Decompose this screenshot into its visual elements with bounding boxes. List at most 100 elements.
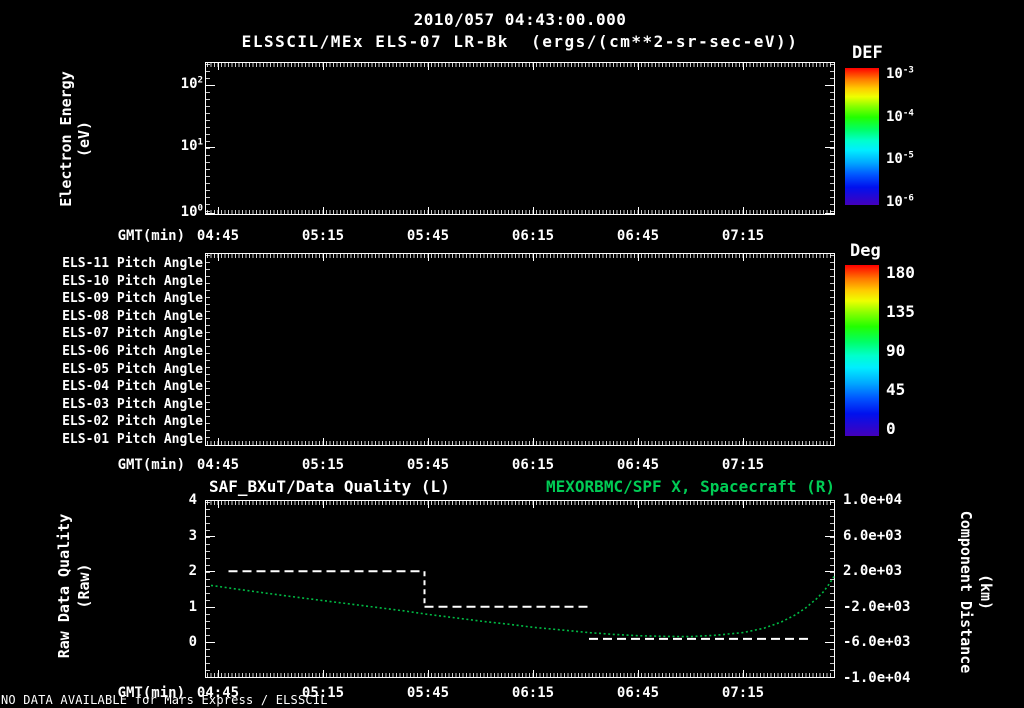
axis-major-tick: [638, 670, 639, 677]
distance-y-tick-label: -6.0e+03: [843, 634, 911, 651]
quality-y-tick-label: 4: [188, 492, 197, 508]
axis-major-tick: [428, 207, 429, 214]
pitch-angle-row-label: ELS-09 Pitch Angle: [62, 291, 203, 307]
pitch-angle-row-label: ELS-02 Pitch Angle: [62, 414, 203, 430]
axis-major-tick: [825, 85, 834, 86]
pitch-angle-row-label: ELS-08 Pitch Angle: [62, 308, 203, 324]
axis-major-tick: [533, 501, 534, 508]
raw-quality-units-label: (Raw): [75, 563, 93, 609]
axis-major-tick: [533, 254, 534, 261]
axis-major-tick: [825, 213, 834, 214]
component-distance-units-label: (km): [977, 573, 995, 611]
x-tick-label: 05:15: [301, 457, 345, 473]
deg-colorbar-tick-label: 0: [886, 419, 896, 438]
axis-major-tick: [428, 254, 429, 261]
gmt-axis-label-middle: GMT(min): [117, 457, 185, 473]
axis-major-tick: [428, 501, 429, 508]
axis-major-tick: [638, 207, 639, 214]
axis-major-tick: [218, 670, 219, 677]
axis-major-tick: [533, 207, 534, 214]
axis-major-tick: [825, 642, 834, 644]
minor-ticks-bottom: [207, 673, 833, 677]
axis-major-tick: [638, 63, 639, 70]
axis-major-tick: [825, 606, 834, 608]
axis-major-tick: [533, 670, 534, 677]
x-tick-label: 07:15: [721, 685, 765, 701]
minor-ticks-top: [207, 501, 833, 505]
x-tick-label: 06:45: [616, 228, 660, 244]
axis-major-tick: [323, 501, 324, 508]
axis-major-tick: [206, 642, 215, 644]
axis-major-tick: [206, 213, 215, 214]
pitch-angle-row-label: ELS-03 Pitch Angle: [62, 396, 203, 412]
axis-major-tick: [218, 254, 219, 261]
minor-ticks-left: [206, 502, 210, 676]
axis-major-tick: [743, 254, 744, 261]
axis-major-tick: [825, 147, 834, 148]
deg-colorbar-tick-label: 45: [886, 380, 906, 399]
energy-y-tick-label: 100: [180, 203, 203, 220]
def-colorbar-tick-label: 10-4: [886, 108, 914, 125]
minor-ticks-bottom: [207, 210, 833, 214]
x-tick-label: 06:15: [511, 457, 555, 473]
axis-major-tick: [206, 571, 215, 573]
axis-major-tick: [638, 501, 639, 508]
minor-ticks-top: [207, 254, 833, 258]
distance-y-tick-label: 1.0e+04: [843, 492, 903, 508]
axis-major-tick: [206, 606, 215, 608]
x-tick-label: 04:45: [196, 228, 240, 244]
electron-energy-spectrogram-panel: [205, 62, 835, 215]
deg-colorbar: [845, 265, 879, 436]
axis-major-tick: [323, 207, 324, 214]
x-tick-label: 07:15: [721, 228, 765, 244]
axis-major-tick: [638, 438, 639, 445]
x-tick-label: 06:45: [616, 685, 660, 701]
minor-ticks-right: [830, 502, 834, 676]
axis-major-tick: [743, 207, 744, 214]
x-tick-label: 05:45: [406, 457, 450, 473]
axis-major-tick: [743, 438, 744, 445]
minor-ticks-top: [207, 63, 833, 67]
quality-y-tick-label: 3: [188, 527, 197, 544]
axis-major-tick: [218, 501, 219, 508]
raw-quality-axis-label: Raw Data Quality: [55, 513, 73, 659]
deg-colorbar-tick-label: 135: [886, 302, 915, 321]
spacecraft-x-distance-curve: [210, 576, 835, 638]
quality-y-tick-label: 2: [188, 563, 197, 580]
distance-y-tick-label: -1.0e+04: [843, 670, 911, 686]
axis-major-tick: [743, 501, 744, 508]
axis-major-tick: [743, 670, 744, 677]
axis-major-tick: [533, 63, 534, 70]
minor-ticks-right: [830, 64, 834, 213]
pitch-angle-row-label: ELS-11 Pitch Angle: [62, 256, 203, 271]
axis-major-tick: [218, 207, 219, 214]
axis-major-tick: [825, 535, 834, 537]
axis-major-tick: [533, 438, 534, 445]
axis-major-tick: [218, 63, 219, 70]
distance-y-tick-label: 2.0e+03: [843, 563, 903, 580]
axis-major-tick: [428, 63, 429, 70]
pitch-angle-row-label: ELS-10 Pitch Angle: [62, 273, 203, 289]
x-tick-label: 06:15: [511, 228, 555, 244]
exponent: -5: [902, 150, 914, 161]
exponent: -6: [902, 193, 914, 204]
exponent: 0: [197, 203, 203, 214]
x-tick-label: 05:15: [301, 685, 345, 701]
exponent: -4: [902, 108, 914, 119]
minor-ticks-bottom: [207, 441, 833, 445]
x-tick-label: 05:45: [406, 228, 450, 244]
no-data-message: NO DATA AVAILABLE for Mars Express / ELS…: [1, 692, 328, 708]
axis-major-tick: [743, 63, 744, 70]
def-colorbar-tick-label: 10-3: [886, 65, 914, 82]
x-tick-label: 07:15: [721, 457, 765, 473]
def-colorbar-tick-label: 10-5: [886, 150, 914, 168]
minor-ticks-right: [830, 255, 834, 444]
pitch-angle-row-label: ELS-07 Pitch Angle: [62, 326, 203, 342]
axis-major-tick: [323, 438, 324, 445]
exponent: 1: [197, 137, 203, 148]
deg-colorbar-tick-label: 90: [886, 341, 906, 360]
axis-major-tick: [638, 254, 639, 261]
def-colorbar-tick-label: 10-6: [886, 193, 914, 211]
quality-y-tick-label: 0: [188, 634, 197, 651]
